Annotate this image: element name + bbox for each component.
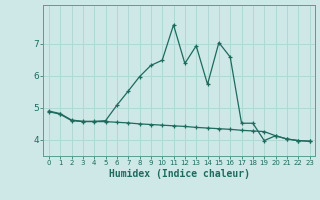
X-axis label: Humidex (Indice chaleur): Humidex (Indice chaleur) [109, 169, 250, 179]
